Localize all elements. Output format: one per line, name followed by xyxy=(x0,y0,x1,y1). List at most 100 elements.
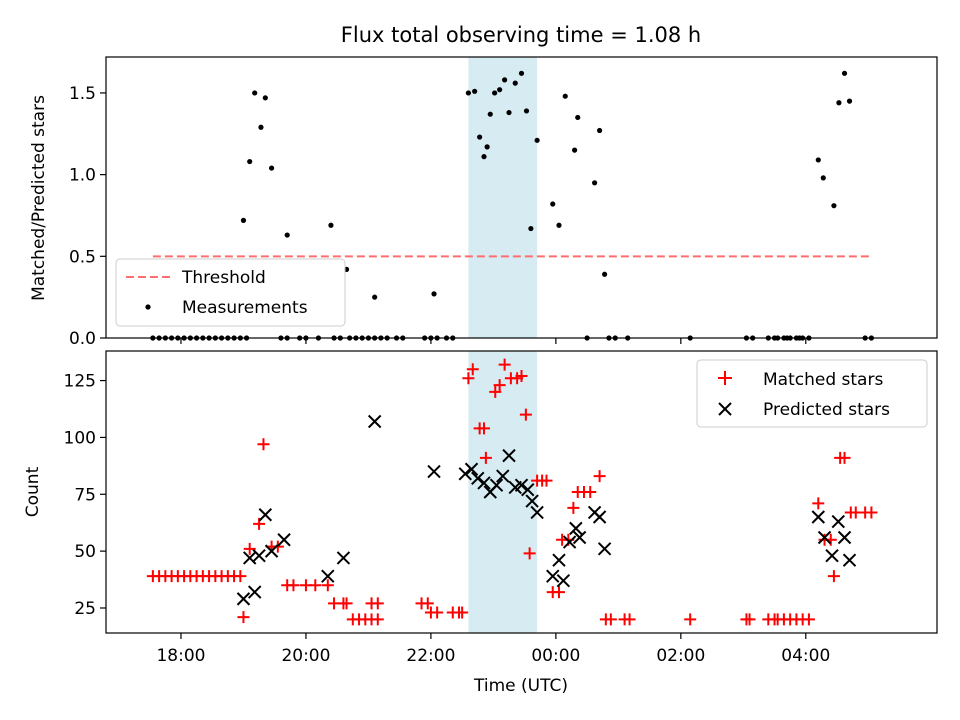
measurement-point xyxy=(497,87,503,93)
predicted-star-point xyxy=(556,573,571,588)
x-tick-label: 22:00 xyxy=(406,646,455,666)
measurement-point xyxy=(815,157,821,163)
counts-y-tick-label: 50 xyxy=(74,542,96,562)
matched-star-point xyxy=(271,540,284,553)
legend-predicted-swatch xyxy=(718,402,732,416)
counts-x-axis: 18:00 20:00 22:00 00:00 02:00 04:00 xyxy=(156,633,830,666)
matched-star-point xyxy=(593,470,606,483)
predicted-star-point xyxy=(321,569,335,583)
measurement-point xyxy=(506,109,512,116)
measurement-point xyxy=(836,100,842,106)
measurement-point xyxy=(481,154,487,160)
predicted-star-point xyxy=(837,530,852,545)
matched-star-point xyxy=(498,358,511,371)
measurement-point xyxy=(602,271,608,277)
x-tick-label: 00:00 xyxy=(531,646,580,666)
predicted-star-point xyxy=(236,592,251,606)
counts-y-axis: 25 50 75 100 125 xyxy=(64,372,106,619)
predicted-star-point xyxy=(489,478,504,492)
counts-plot-frame xyxy=(105,350,938,634)
ratio-y-axis: 0.0 0.5 1.0 1.5 xyxy=(69,84,106,349)
predicted-star-point xyxy=(569,521,583,536)
matched-star-point xyxy=(257,438,270,451)
predicted-star-point xyxy=(546,569,560,583)
counts-y-tick-label: 125 xyxy=(64,372,96,392)
matched-star-point xyxy=(523,547,536,560)
matched-star-point xyxy=(478,422,491,435)
measurement-point xyxy=(512,80,518,86)
chart-title: Flux total observing time = 1.08 h xyxy=(341,23,701,47)
measurement-point xyxy=(572,147,578,153)
matched-star-point xyxy=(812,497,825,510)
matched-star-point xyxy=(287,579,300,592)
measurement-point xyxy=(575,114,581,121)
predicted-star-point xyxy=(825,548,839,563)
predicted-star-point xyxy=(530,505,544,520)
measurement-point xyxy=(328,222,334,228)
matched-star-point xyxy=(340,597,353,610)
matched-star-point xyxy=(479,451,492,464)
predicted-star-point xyxy=(252,548,266,563)
measurement-point xyxy=(528,225,534,232)
predicted-star-point xyxy=(842,553,857,567)
matched-star-point xyxy=(237,611,250,624)
measurement-point xyxy=(556,222,562,228)
matched-star-point xyxy=(540,474,553,487)
predicted-star-point xyxy=(817,530,832,545)
x-tick-label: 04:00 xyxy=(781,646,830,666)
measurement-point xyxy=(502,77,508,83)
counts-y-axis-label: Count xyxy=(23,466,43,517)
predicted-star-point xyxy=(597,542,612,556)
predicted-star-point xyxy=(521,483,535,497)
counts-y-tick-label: 25 xyxy=(74,599,96,619)
predicted-star-point xyxy=(247,585,262,599)
x-tick-label: 02:00 xyxy=(656,646,705,666)
legend-measurements-label: Measurements xyxy=(182,298,308,318)
matched-star-point xyxy=(827,570,840,583)
ratio-highlight-span xyxy=(468,57,538,338)
matched-star-point xyxy=(421,597,434,610)
ratio-y-axis-label: Matched/Predicted stars xyxy=(29,95,49,301)
measurement-point xyxy=(268,165,275,171)
measurement-point xyxy=(487,111,493,117)
counts-predicted-series xyxy=(236,414,857,606)
predicted-star-point xyxy=(471,471,485,486)
predicted-star-point xyxy=(477,476,491,490)
matched-star-point xyxy=(684,613,697,626)
measurement-point xyxy=(534,137,540,143)
measurement-point xyxy=(523,108,530,114)
matched-star-point xyxy=(431,606,444,619)
measurement-point xyxy=(252,90,258,96)
matched-star-point xyxy=(838,451,851,464)
predicted-star-point xyxy=(514,478,529,492)
predicted-star-point xyxy=(831,514,845,529)
matched-star-point xyxy=(604,613,617,626)
matched-star-point xyxy=(552,586,565,599)
measurement-point xyxy=(484,144,490,150)
measurement-point xyxy=(262,95,268,101)
matched-star-point xyxy=(567,501,580,514)
predicted-star-point xyxy=(458,467,472,481)
predicted-star-point xyxy=(427,464,441,479)
measurement-point xyxy=(518,70,525,76)
predicted-star-point xyxy=(592,510,607,524)
legend-matched-swatch xyxy=(718,371,732,385)
predicted-star-point xyxy=(525,494,539,508)
ratio-y-tick-label: 0.0 xyxy=(69,329,96,349)
counts-y-tick-label: 100 xyxy=(64,428,96,448)
predicted-star-point xyxy=(264,544,279,558)
matched-star-point xyxy=(466,363,479,376)
matched-star-point xyxy=(462,372,475,385)
matched-star-point xyxy=(743,613,756,626)
measurement-point xyxy=(465,90,471,96)
predicted-star-point xyxy=(811,510,825,524)
measurement-point xyxy=(831,203,837,209)
matched-star-point xyxy=(865,506,878,519)
measurement-point xyxy=(240,217,247,223)
legend-predicted-label: Predicted stars xyxy=(763,400,890,420)
predicted-star-point xyxy=(464,462,479,476)
measurement-point xyxy=(477,134,483,140)
legend-threshold-label: Threshold xyxy=(181,268,266,288)
matched-star-point xyxy=(234,570,247,583)
matched-star-point xyxy=(309,579,322,592)
